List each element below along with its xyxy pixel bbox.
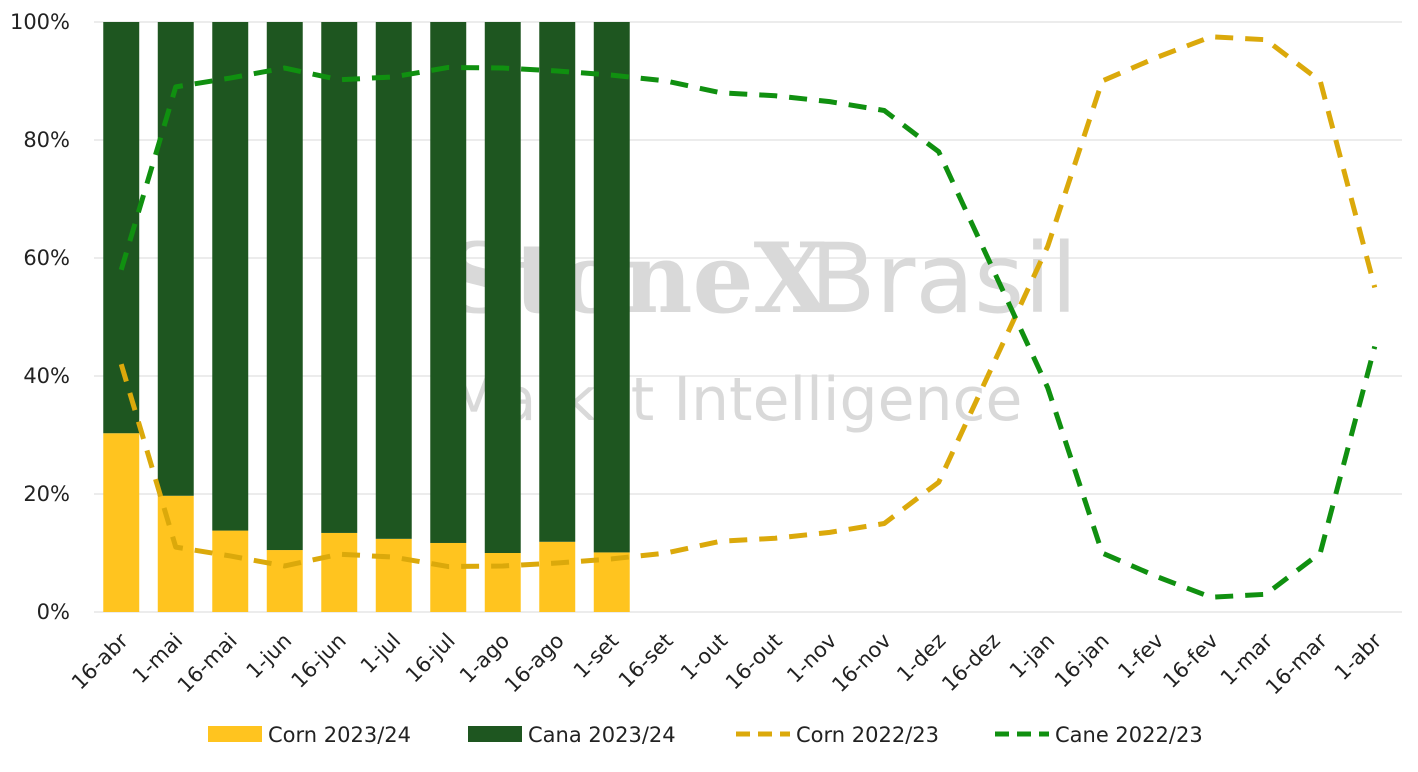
bar — [375, 538, 412, 612]
x-tick-label: 16-ago — [500, 629, 569, 698]
bar — [321, 532, 358, 612]
bar — [430, 542, 467, 612]
x-tick-label: 1-abr — [1330, 628, 1387, 685]
y-tick-label: 40% — [23, 364, 70, 388]
x-tick-label: 16-nov — [827, 629, 896, 698]
legend-swatch — [468, 726, 522, 742]
watermark-sub: Brasil — [810, 223, 1078, 335]
x-tick-label: 16-abr — [67, 628, 133, 694]
line — [118, 64, 1378, 600]
x-tick-label: 16-fev — [1158, 629, 1222, 693]
bar — [539, 22, 576, 542]
bar — [212, 530, 249, 612]
bar — [212, 22, 249, 531]
bar — [430, 22, 467, 543]
x-tick-label: 16-out — [721, 629, 787, 695]
y-tick-label: 0% — [37, 600, 70, 624]
bar — [593, 552, 630, 612]
bar — [103, 433, 140, 612]
bar — [375, 22, 412, 539]
bar — [593, 22, 630, 553]
x-tick-label: 16-set — [614, 629, 678, 693]
bar — [484, 553, 521, 612]
x-tick-label: 16-jan — [1050, 629, 1114, 693]
x-tick-label: 16-dez — [937, 629, 1005, 697]
x-tick-label: 16-jun — [287, 629, 351, 693]
bar — [266, 550, 303, 612]
y-tick-label: 80% — [23, 128, 70, 152]
bar — [266, 22, 303, 551]
x-tick-label: 16-mai — [173, 629, 242, 698]
y-tick-label: 100% — [10, 10, 70, 34]
bar — [539, 541, 576, 612]
bar — [484, 22, 521, 553]
line — [118, 34, 1378, 570]
legend-label: Corn 2023/24 — [268, 723, 411, 747]
legend-label: Cana 2023/24 — [528, 723, 676, 747]
y-tick-label: 60% — [23, 246, 70, 270]
x-tick-label: 16-mar — [1261, 628, 1332, 699]
x-tick-label: 1-jul — [356, 629, 405, 678]
legend-swatch — [208, 726, 262, 742]
bar — [157, 22, 194, 496]
x-tick-label: 16-jul — [401, 629, 460, 688]
legend-label: Cane 2022/23 — [1055, 723, 1203, 747]
legend-label: Corn 2022/23 — [796, 723, 939, 747]
bar — [321, 22, 358, 533]
y-tick-label: 20% — [23, 482, 70, 506]
